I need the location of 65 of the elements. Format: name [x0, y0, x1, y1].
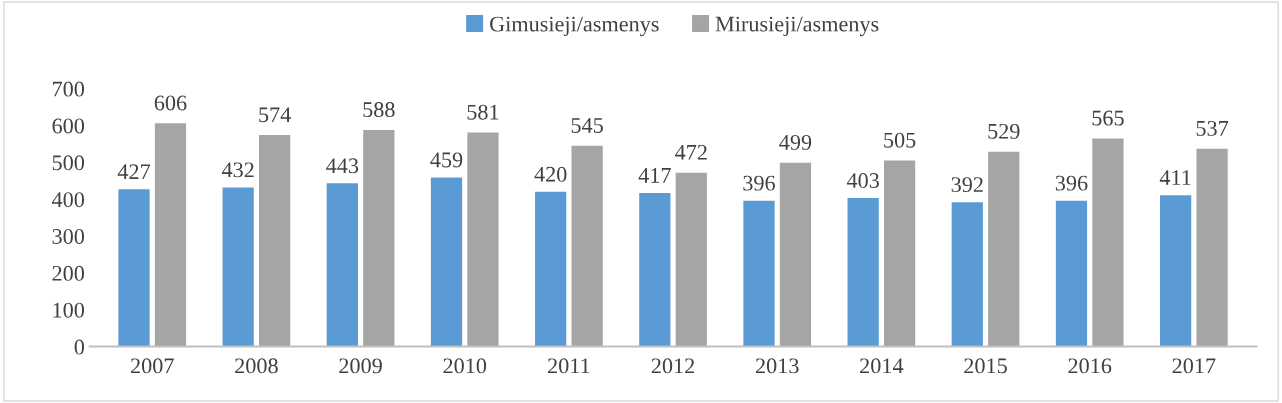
data-label: 606 [154, 95, 187, 111]
bar [779, 162, 812, 347]
data-label: 537 [1196, 120, 1229, 136]
y-tick-label: 400 [51, 192, 85, 208]
bar [1055, 200, 1088, 347]
bar [1196, 148, 1228, 347]
data-label: 459 [430, 152, 463, 168]
data-label: 396 [743, 175, 775, 191]
data-label: 505 [884, 132, 916, 148]
data-label: 432 [221, 162, 254, 178]
bar [571, 145, 603, 347]
data-label: 588 [363, 102, 395, 118]
bar [639, 192, 671, 347]
y-tick-label: 300 [52, 228, 85, 244]
legend-label: Mirusieji/asmenys [715, 16, 879, 37]
bar [1092, 138, 1124, 347]
bar [118, 189, 150, 347]
bar [883, 160, 916, 347]
x-tick-label: 2017 [1172, 358, 1216, 374]
data-label: 581 [467, 104, 499, 120]
x-tick-label: 2011 [548, 358, 590, 374]
data-label: 396 [1055, 175, 1088, 191]
data-label: 427 [117, 164, 151, 179]
bar [1160, 195, 1192, 347]
y-tick-label: 600 [52, 118, 85, 134]
bar [535, 191, 567, 347]
bar [743, 200, 775, 347]
y-tick-label: 500 [52, 155, 85, 171]
x-tick-label: 2008 [235, 358, 278, 374]
x-tick-label: 2015 [964, 358, 1007, 374]
data-label: 545 [571, 118, 603, 133]
bar [988, 151, 1020, 347]
bar [326, 183, 358, 347]
y-tick-label: 700 [53, 81, 85, 97]
data-label: 529 [988, 123, 1020, 139]
bar [951, 202, 983, 347]
bar [222, 187, 254, 347]
data-label: 420 [534, 166, 567, 182]
y-tick-label: 0 [74, 339, 85, 355]
bar [675, 172, 707, 347]
bar [154, 123, 187, 347]
x-tick-label: 2014 [860, 358, 904, 374]
data-label: 417 [638, 167, 671, 183]
data-label: 411 [1159, 170, 1191, 185]
bar [467, 132, 499, 347]
x-tick-label: 2012 [651, 358, 695, 374]
x-tick-label: 2007 [130, 358, 174, 374]
bar [363, 129, 395, 347]
x-tick-label: 2016 [1068, 358, 1112, 374]
bar [430, 177, 463, 347]
data-label: 392 [951, 177, 983, 193]
bar [847, 198, 879, 347]
bar [259, 135, 291, 347]
x-tick-label: 2013 [755, 358, 799, 374]
data-label: 565 [1092, 110, 1124, 126]
legend-label: Gimusieji/asmenys [490, 16, 659, 37]
data-label: 472 [675, 144, 707, 160]
y-tick-label: 100 [53, 302, 85, 318]
data-label: 403 [846, 173, 879, 189]
x-tick-label: 2010 [443, 358, 487, 374]
data-label: 499 [779, 134, 812, 150]
x-tick-label: 2009 [339, 358, 382, 374]
data-label: 574 [259, 107, 291, 123]
data-label: 443 [326, 158, 359, 174]
y-tick-label: 200 [52, 265, 85, 281]
